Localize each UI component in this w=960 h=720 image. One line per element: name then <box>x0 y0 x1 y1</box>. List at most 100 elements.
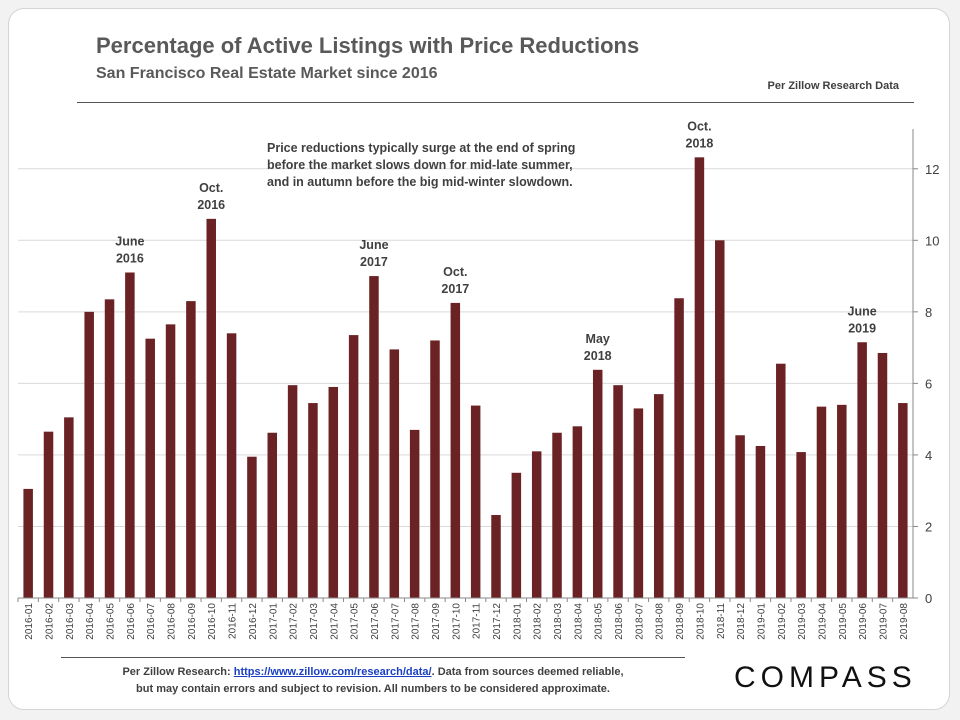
bar-2018-08 <box>653 394 664 598</box>
x-tick-label-2017-08: 2017-08 <box>411 603 422 640</box>
y-tick-label: 6 <box>925 376 932 391</box>
x-tick-label-2016-05: 2016-05 <box>106 603 117 640</box>
x-tick-label-2017-07: 2017-07 <box>390 603 401 640</box>
bar-2018-05 <box>592 369 603 598</box>
x-tick-label-2018-12: 2018-12 <box>736 603 747 640</box>
bar-2018-07 <box>633 408 644 598</box>
x-tick-label-2016-08: 2016-08 <box>167 603 178 640</box>
bar-2018-02 <box>531 451 542 598</box>
x-tick-label-2019-04: 2019-04 <box>817 603 828 640</box>
annotation-month-2016-06: June <box>115 235 144 249</box>
source-note: Per Zillow Research Data <box>767 80 899 92</box>
footnote-prefix: Per Zillow Research: <box>122 666 231 678</box>
annotation-year-2019-06: 2019 <box>848 321 876 335</box>
zillow-research-link[interactable]: https://www.zillow.com/research/data/ <box>233 666 432 678</box>
x-tick-label-2018-02: 2018-02 <box>533 603 544 640</box>
annotation-text: Price reductions typically surge at the … <box>267 141 575 189</box>
annotation-line-3: and in autumn before the big mid-winter … <box>267 175 573 189</box>
bar-2016-10 <box>206 218 216 598</box>
bar-2016-08 <box>165 324 176 598</box>
y-tick-label: 2 <box>925 519 932 534</box>
bar-2017-10 <box>450 302 461 598</box>
bar-2016-04 <box>84 311 94 598</box>
slide-card: Percentage of Active Listings with Price… <box>8 8 950 710</box>
x-tick-label-2016-10: 2016-10 <box>207 603 218 640</box>
bar-2018-03 <box>552 432 562 598</box>
compass-logo: COMPASS <box>734 661 917 694</box>
x-tick-label-2019-06: 2019-06 <box>858 603 869 640</box>
bar-2018-04 <box>572 426 583 598</box>
bar-2017-02 <box>287 385 298 598</box>
annotation-year-2016-06: 2016 <box>116 252 144 266</box>
annotation-month-2018-10: Oct. <box>687 119 711 133</box>
annotation-month-2019-06: June <box>848 304 877 318</box>
annotation-year-2017-06: 2017 <box>360 255 388 269</box>
x-tick-label-2018-10: 2018-10 <box>695 603 706 640</box>
annotation-month-2016-10: Oct. <box>199 181 223 195</box>
bar-2019-05 <box>837 404 847 598</box>
annotation-year-2017-10: 2017 <box>441 282 469 296</box>
x-tick-label-2017-03: 2017-03 <box>309 603 320 640</box>
x-tick-label-2016-07: 2016-07 <box>146 603 157 640</box>
bar-2017-07 <box>389 349 400 598</box>
y-tick-label: 0 <box>925 591 932 606</box>
x-tick-label-2019-02: 2019-02 <box>777 603 788 640</box>
bar-2019-04 <box>816 406 827 598</box>
x-tick-label-2018-08: 2018-08 <box>655 603 666 640</box>
x-tick-label-2019-08: 2019-08 <box>899 603 910 640</box>
labels: June 2016 Oct. 2016 June 2017 Oct. 2017 May 2018 O… <box>115 119 876 362</box>
bar-2018-06 <box>613 385 623 598</box>
bars <box>23 157 908 599</box>
annotation-year-2016-10: 2016 <box>197 198 225 212</box>
bar-2016-09 <box>186 301 196 598</box>
x-tick-label-2016-06: 2016-06 <box>126 603 137 640</box>
bar-2018-10 <box>694 157 705 599</box>
x-tick-label-2019-05: 2019-05 <box>838 603 849 640</box>
x-tick-label-2018-07: 2018-07 <box>634 603 645 640</box>
y-tick-label: 4 <box>925 448 932 463</box>
bar-2018-01 <box>511 472 522 598</box>
chart-title: Percentage of Active Listings with Price… <box>96 33 640 58</box>
x-tick-label-2017-06: 2017-06 <box>370 603 381 640</box>
x-tick-label-2019-03: 2019-03 <box>797 603 808 640</box>
x-tick-label-2017-10: 2017-10 <box>451 603 462 640</box>
footnote: Per Zillow Research: https://www.zillow.… <box>61 664 685 698</box>
bar-2019-08 <box>898 403 908 598</box>
axes: 0 2 4 6 8 10 12 2016-01 2016-02 2016-03 2016-04 201… <box>17 129 939 640</box>
x-tick-label-2016-02: 2016-02 <box>45 603 56 640</box>
bar-2019-01 <box>755 445 766 598</box>
bar-2019-06 <box>857 342 867 598</box>
chart-subtitle: San Francisco Real Estate Market since 2… <box>96 65 438 82</box>
bar-2018-11 <box>715 240 725 599</box>
x-tick-label-2018-11: 2018-11 <box>716 603 727 639</box>
bar-2017-04 <box>328 386 339 598</box>
x-tick-label-2018-04: 2018-04 <box>573 603 584 640</box>
bar-2019-03 <box>796 452 806 598</box>
x-tick-label-2018-03: 2018-03 <box>553 603 564 640</box>
x-tick-label-2018-09: 2018-09 <box>675 603 686 640</box>
x-tick-label-2019-01: 2019-01 <box>756 603 767 640</box>
x-tick-label-2017-02: 2017-02 <box>289 603 300 640</box>
annotation-line-1: Price reductions typically surge at the … <box>267 141 575 155</box>
x-tick-label-2019-07: 2019-07 <box>878 603 889 640</box>
x-tick-label-2016-01: 2016-01 <box>24 603 35 640</box>
bar-2017-12 <box>491 515 501 598</box>
bar-2017-09 <box>430 340 440 598</box>
x-tick-label-2016-09: 2016-09 <box>187 603 198 640</box>
footer-divider <box>61 657 685 658</box>
x-tick-label-2018-01: 2018-01 <box>512 603 523 640</box>
bar-2016-12 <box>247 456 257 598</box>
x-tick-label-2017-11: 2017-11 <box>472 603 483 639</box>
x-tick-label-2018-05: 2018-05 <box>594 603 605 640</box>
x-tick-label-2017-12: 2017-12 <box>492 603 503 640</box>
y-tick-label: 10 <box>925 233 939 248</box>
x-tick-label-2016-11: 2016-11 <box>228 603 239 639</box>
bar-2016-07 <box>145 338 155 598</box>
bar-2017-03 <box>308 403 318 598</box>
x-tick-label-2017-04: 2017-04 <box>329 603 340 640</box>
y-tick-label: 8 <box>925 305 932 320</box>
x-tick-label-2016-12: 2016-12 <box>248 603 259 640</box>
x-tick-label-2017-09: 2017-09 <box>431 603 442 640</box>
x-tick-label-2017-01: 2017-01 <box>268 603 279 640</box>
footnote-line1-rest: . Data from sources deemed reliable, <box>431 666 624 678</box>
